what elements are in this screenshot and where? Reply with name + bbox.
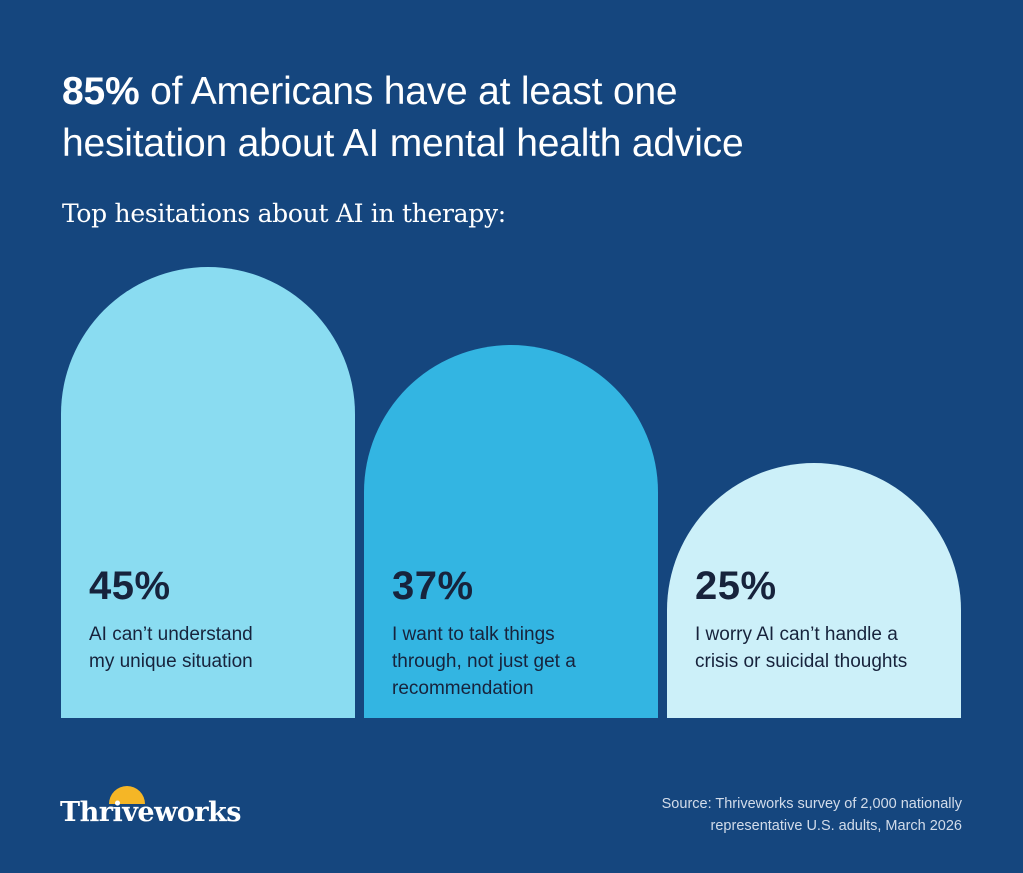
bar-value-label: 45% [89, 564, 171, 608]
bar-category-line: crisis or suicidal thoughts [695, 651, 908, 672]
chart-title: 85% of Americans have at least one hesit… [62, 66, 962, 170]
bar-1: 45% AI can’t understand my unique situatio… [61, 267, 355, 718]
sun-icon [109, 786, 145, 804]
bar-category-label: AI can’t understand my unique situation [89, 621, 339, 675]
source-note: Source: Thriveworks survey of 2,000 nati… [542, 793, 962, 837]
bar-category-line: my unique situation [89, 651, 253, 672]
title-line1: of Americans have at least one [139, 70, 678, 113]
bar-category-line: recommendation [392, 677, 534, 699]
source-line-1: Source: Thriveworks survey of 2,000 nati… [661, 796, 962, 812]
bar-category-line: AI can’t understand [89, 624, 253, 645]
chart-subtitle: Top hesitations about AI in therapy: [62, 199, 506, 228]
bar-category-line: I worry AI can’t handle a [695, 624, 898, 645]
bar-category-line: through, not just get a [392, 650, 576, 672]
source-line-2: representative U.S. adults, March 2026 [710, 818, 962, 834]
title-line2: hesitation about AI mental health advice [62, 122, 744, 165]
bar-category-line: I want to talk things [392, 623, 555, 645]
bar-value-label: 25% [695, 564, 777, 608]
bar-3: 25% I worry AI can’t handle a crisis or su… [667, 463, 961, 718]
title-highlight: 85% [62, 70, 140, 113]
thriveworks-logo: Thriveworks [60, 784, 260, 834]
bar-category-label: I worry AI can’t handle a crisis or suici… [695, 621, 945, 675]
bar-category-label: I want to talk things through, not just g… [392, 621, 642, 702]
bar-2: 37% I want to talk things through, not jus… [364, 345, 658, 718]
bar-value-label: 37% [392, 563, 474, 608]
logo-wordmark: Thriveworks [60, 797, 241, 828]
